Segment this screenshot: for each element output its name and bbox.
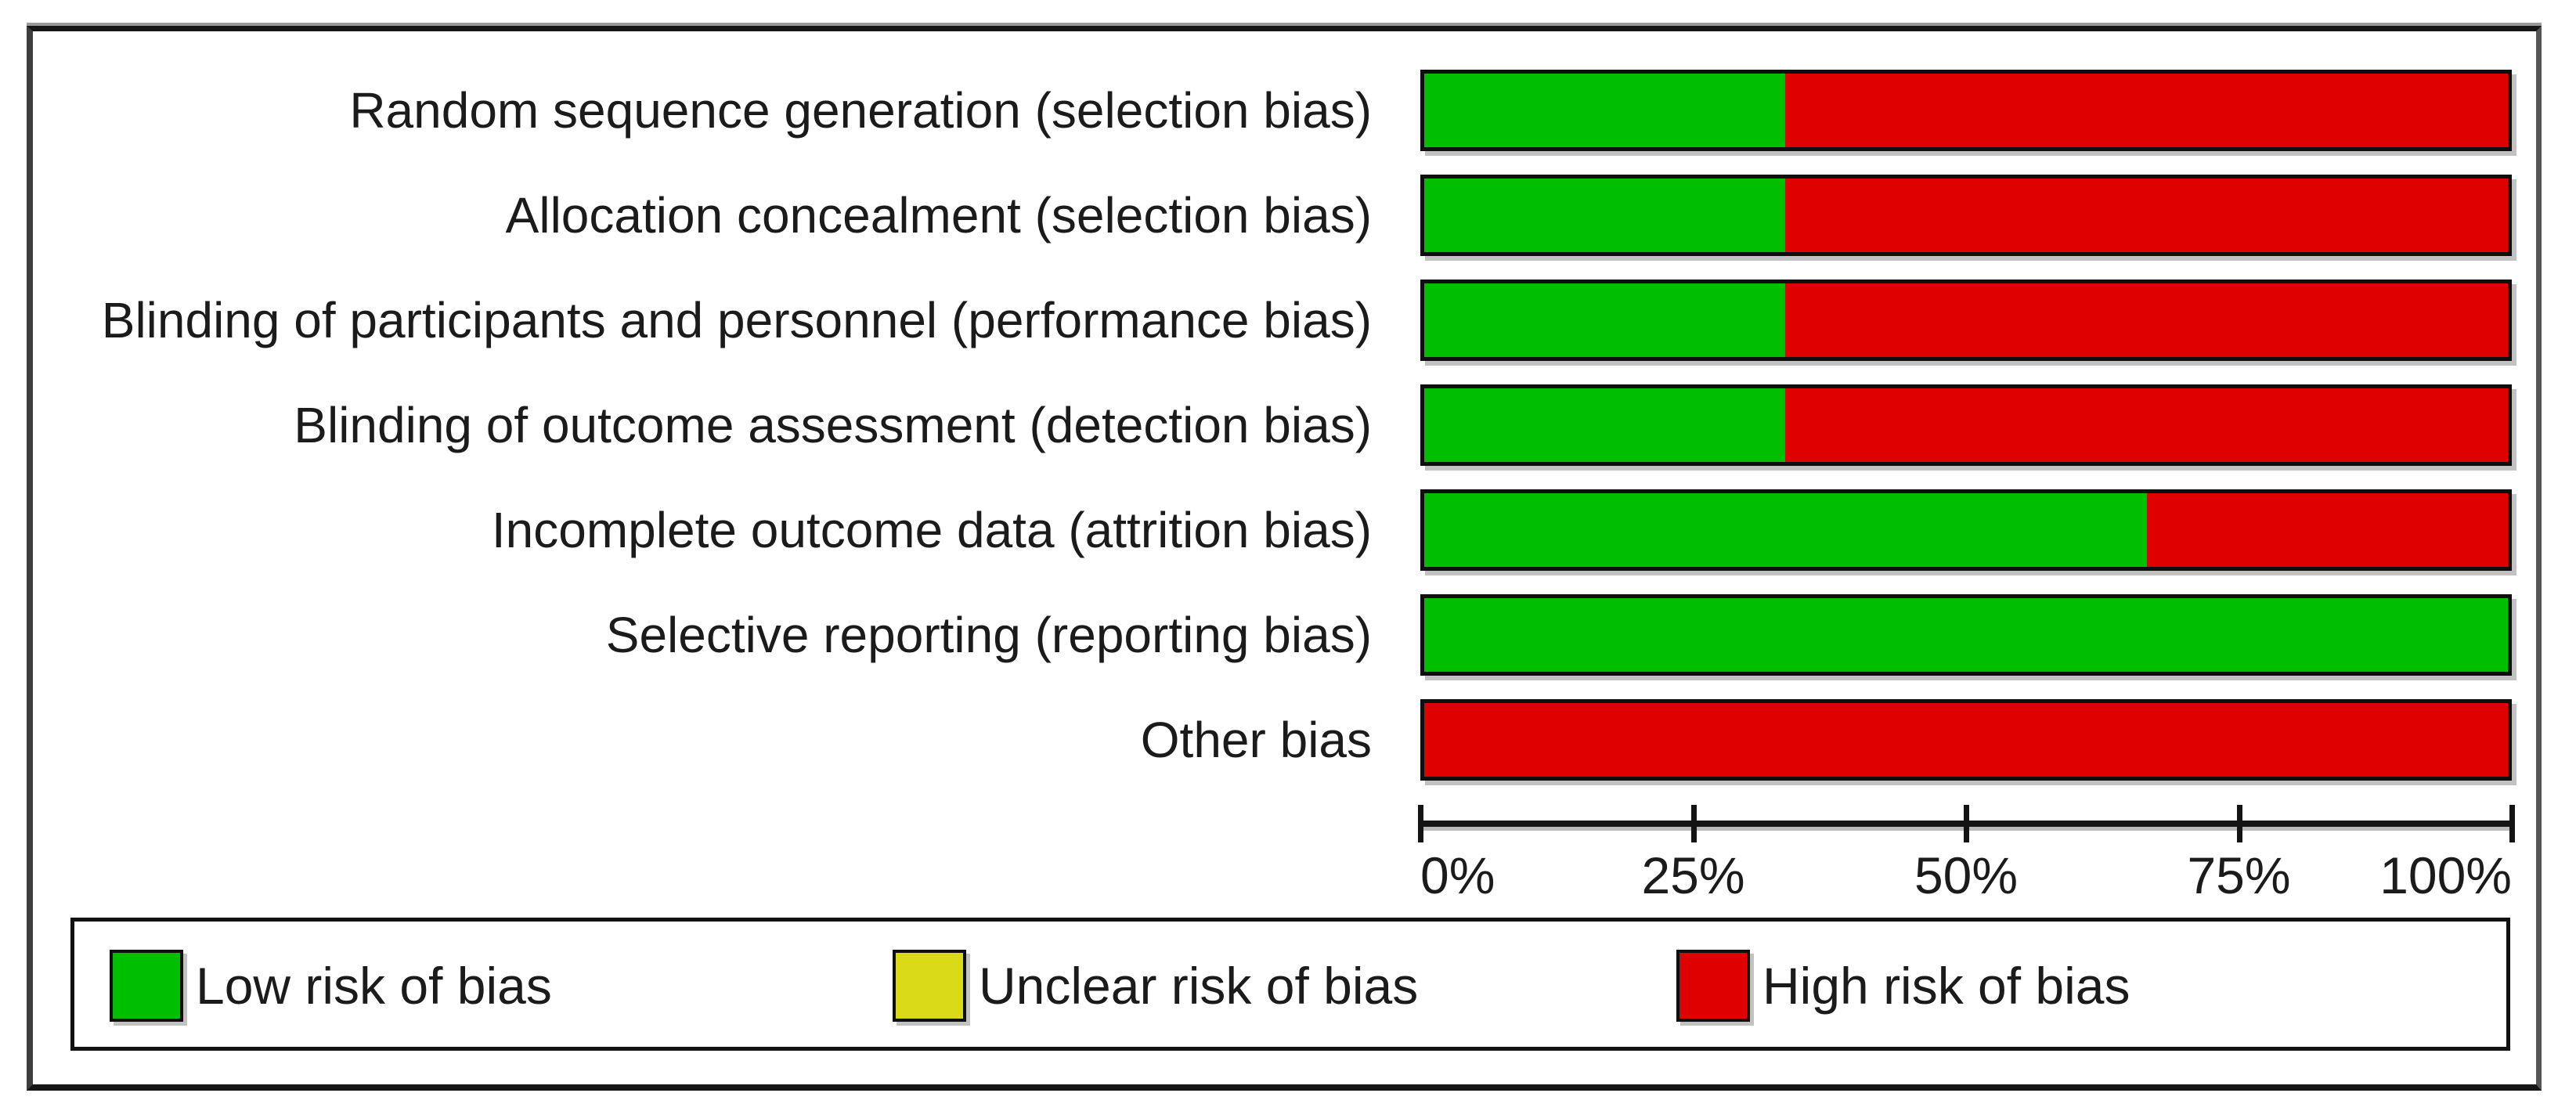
stacked-bar bbox=[1420, 489, 2512, 571]
stacked-bar bbox=[1420, 699, 2512, 781]
axis-tick bbox=[1964, 805, 1969, 842]
high-risk-segment bbox=[1424, 703, 2508, 777]
stacked-bar bbox=[1420, 175, 2512, 256]
high-risk-segment bbox=[1784, 179, 2508, 252]
legend-item: High risk of bias bbox=[1676, 950, 2130, 1022]
axis-tick-label: 50% bbox=[1914, 846, 2019, 904]
category-label: Other bias bbox=[1140, 712, 1372, 768]
stacked-bar bbox=[1420, 280, 2512, 361]
low-risk-segment bbox=[1424, 179, 1785, 252]
low-risk-segment bbox=[1424, 598, 2508, 672]
high-risk-segment bbox=[1784, 74, 2508, 147]
axis-tick bbox=[2236, 805, 2242, 842]
category-label: Blinding of participants and personnel (… bbox=[101, 292, 1372, 348]
legend-label: Unclear risk of bias bbox=[979, 957, 1419, 1015]
legend-label: High risk of bias bbox=[1762, 957, 2130, 1015]
axis-tick bbox=[1690, 805, 1697, 842]
low-risk-segment bbox=[1424, 493, 2148, 567]
stacked-bar bbox=[1420, 384, 2512, 466]
low-risk-segment bbox=[1424, 74, 1785, 147]
legend-item: Unclear risk of bias bbox=[893, 950, 1418, 1022]
high-risk-segment bbox=[1784, 388, 2508, 462]
axis-tick bbox=[1418, 805, 1423, 842]
category-label: Incomplete outcome data (attrition bias) bbox=[491, 502, 1372, 558]
low-risk-segment bbox=[1424, 283, 1785, 357]
category-label: Selective reporting (reporting bias) bbox=[605, 607, 1372, 663]
axis-tick-label: 100% bbox=[2379, 846, 2512, 904]
axis-tick-label: 0% bbox=[1420, 846, 1495, 904]
category-label: Blinding of outcome assessment (detectio… bbox=[294, 397, 1372, 453]
legend-swatch-high-risk bbox=[1676, 950, 1750, 1022]
legend-label: Low risk of bias bbox=[196, 957, 552, 1015]
category-label: Random sequence generation (selection bi… bbox=[349, 82, 1372, 139]
axis-tick-label: 75% bbox=[2187, 846, 2291, 904]
axis-tick bbox=[2509, 805, 2515, 842]
legend-item: Low risk of bias bbox=[110, 950, 552, 1022]
high-risk-segment bbox=[1784, 283, 2508, 357]
stacked-bar bbox=[1420, 70, 2512, 151]
legend-swatch-unclear-risk bbox=[893, 950, 966, 1022]
category-label: Allocation concealment (selection bias) bbox=[505, 187, 1372, 243]
legend-swatch-low-risk bbox=[110, 950, 183, 1022]
legend-box bbox=[70, 918, 2510, 1051]
axis-tick-label: 25% bbox=[1641, 846, 1745, 904]
high-risk-segment bbox=[2147, 493, 2508, 567]
low-risk-segment bbox=[1424, 388, 1785, 462]
figure-frame bbox=[27, 26, 2542, 1091]
stacked-bar bbox=[1420, 594, 2512, 676]
